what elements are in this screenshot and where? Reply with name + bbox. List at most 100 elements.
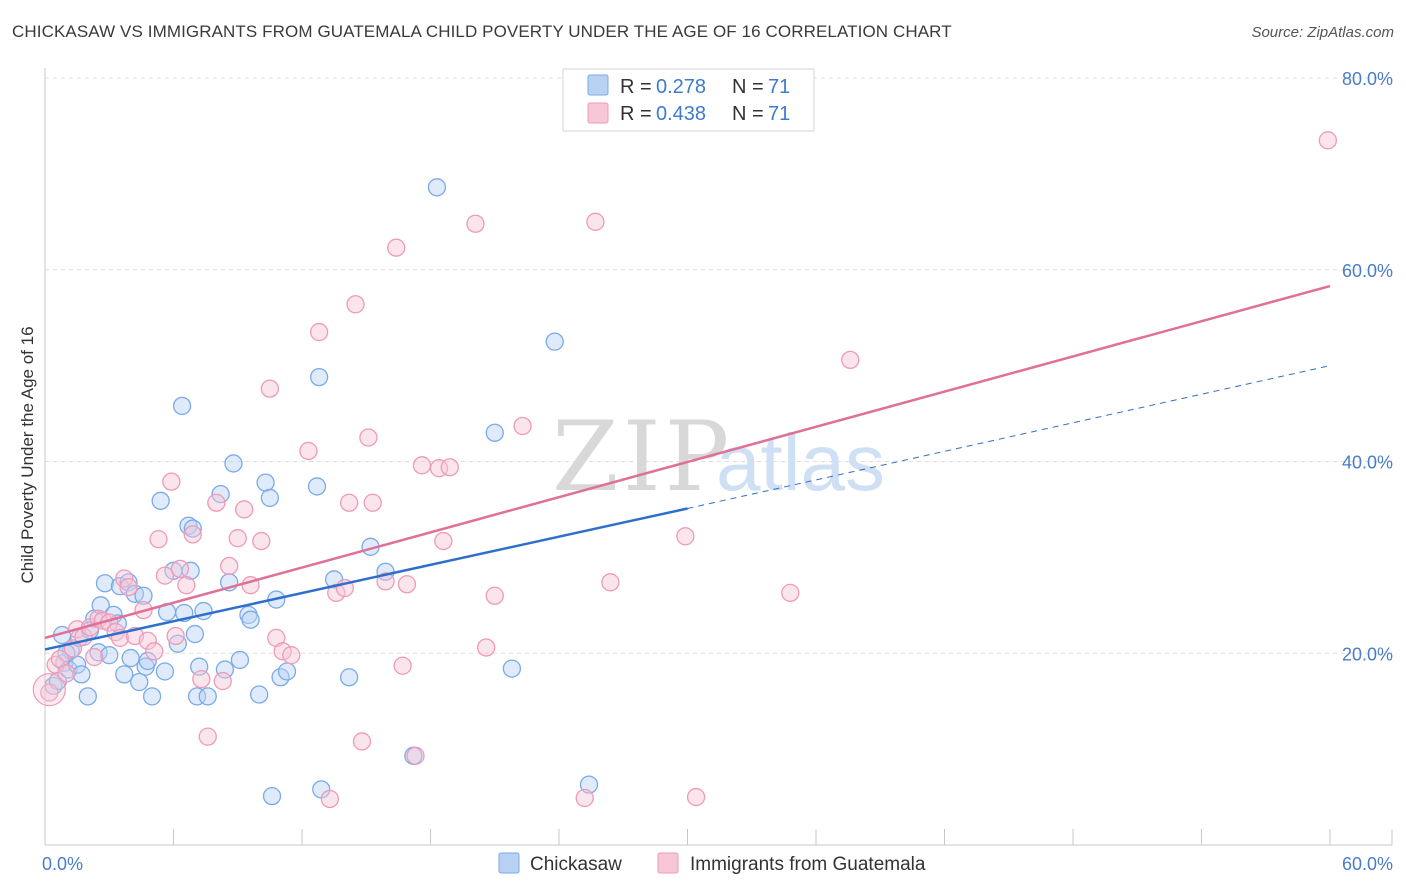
- legend-swatch-guatemala: [587, 102, 609, 124]
- data-point: [309, 367, 329, 387]
- data-point: [192, 669, 211, 689]
- data-point: [406, 746, 425, 765]
- data-point: [260, 488, 280, 508]
- data-point: [676, 527, 695, 546]
- gridlines: [45, 77, 1392, 654]
- watermark: ZIP atlas: [552, 401, 885, 513]
- data-point: [162, 472, 181, 491]
- y-tick-label: 60.0%: [1342, 261, 1393, 281]
- data-point: [352, 732, 372, 751]
- data-point: [185, 624, 205, 644]
- data-point: [138, 631, 157, 650]
- watermark-zip: ZIP: [552, 401, 733, 513]
- data-point: [213, 671, 232, 691]
- data-point: [224, 454, 243, 473]
- data-point: [172, 396, 192, 416]
- data-point: [339, 668, 359, 687]
- data-point: [95, 574, 115, 593]
- data-point: [57, 664, 76, 683]
- data-point: [256, 473, 275, 492]
- x-tick-labels: 0.0% 60.0%: [42, 854, 1393, 874]
- legend-swatch-chickasaw: [587, 74, 609, 96]
- data-point: [115, 665, 134, 684]
- data-point: [91, 596, 110, 615]
- data-point: [187, 687, 207, 706]
- data-point: [346, 295, 365, 314]
- data-point: [299, 441, 318, 461]
- data-point: [513, 416, 532, 436]
- data-point: [262, 786, 282, 806]
- data-point: [485, 423, 504, 442]
- data-point: [466, 214, 485, 233]
- data-point: [170, 559, 190, 579]
- bottom-legend-swatch-chickasaw: [498, 852, 520, 874]
- data-point: [100, 646, 119, 665]
- data-point: [309, 322, 329, 342]
- data-point: [363, 493, 382, 512]
- data-point: [339, 493, 359, 512]
- data-point: [134, 586, 153, 605]
- data-point-cluster: [32, 673, 66, 707]
- bottom-legend-label-guatemala: Immigrants from Guatemala: [690, 854, 926, 875]
- axes: [44, 68, 1393, 846]
- data-point: [575, 788, 594, 808]
- data-point: [427, 178, 447, 197]
- data-point: [215, 660, 235, 679]
- data-point: [320, 789, 339, 809]
- trend-line-chickasaw: [44, 507, 688, 651]
- data-point: [841, 350, 860, 370]
- trend-lines: [44, 284, 1331, 651]
- data-point: [502, 659, 522, 678]
- legend-n-value-1: 71: [768, 103, 790, 125]
- data-point: [211, 484, 230, 504]
- data-point: [119, 577, 138, 597]
- data-point: [166, 626, 185, 646]
- legend-r-label-0: R =: [620, 76, 652, 98]
- data-point: [277, 662, 297, 681]
- data-point: [183, 519, 202, 538]
- data-point: [579, 775, 599, 794]
- data-point: [198, 687, 217, 706]
- data-point: [145, 642, 164, 661]
- data-point: [207, 493, 226, 512]
- legend-n-value-0: 71: [768, 76, 790, 98]
- data-point: [359, 428, 378, 447]
- data-point: [235, 500, 254, 519]
- data-point: [121, 648, 140, 668]
- legend-n-label-0: N =: [732, 76, 764, 98]
- data-point: [434, 531, 453, 551]
- chart-title: CHICKASAW VS IMMIGRANTS FROM GUATEMALA C…: [12, 22, 952, 41]
- data-point: [155, 662, 175, 681]
- data-point: [130, 672, 149, 692]
- data-point: [260, 379, 280, 398]
- data-point: [155, 566, 175, 585]
- data-point: [40, 683, 59, 702]
- data-point: [138, 651, 157, 671]
- y-tick-labels: 20.0% 40.0% 60.0% 80.0%: [1342, 69, 1393, 664]
- data-point: [282, 646, 301, 665]
- data-point: [220, 556, 239, 576]
- bottom-legend-label-chickasaw: Chickasaw: [530, 854, 622, 875]
- data-point: [241, 610, 260, 629]
- data-point: [397, 575, 417, 594]
- source-label: Source: ZipAtlas.com: [1251, 24, 1394, 41]
- legend-r-value-1: 0.438: [656, 103, 706, 125]
- data-point: [85, 647, 104, 667]
- data-point: [485, 586, 504, 605]
- y-tick-label: 80.0%: [1342, 69, 1393, 89]
- legend-r-value-0: 0.278: [656, 76, 706, 98]
- data-point: [228, 529, 247, 548]
- y-tick-label: 40.0%: [1342, 453, 1393, 473]
- data-point: [183, 525, 202, 544]
- data-point: [230, 650, 250, 670]
- data-point: [78, 687, 97, 706]
- bottom-legend: Chickasaw Immigrants from Guatemala: [498, 852, 926, 875]
- data-point: [142, 687, 162, 706]
- series-chickasaw: [44, 178, 599, 806]
- data-point: [115, 569, 134, 588]
- data-point: [412, 456, 432, 475]
- legend-n-label-1: N =: [732, 103, 764, 125]
- data-point: [387, 238, 406, 257]
- data-point: [252, 531, 271, 551]
